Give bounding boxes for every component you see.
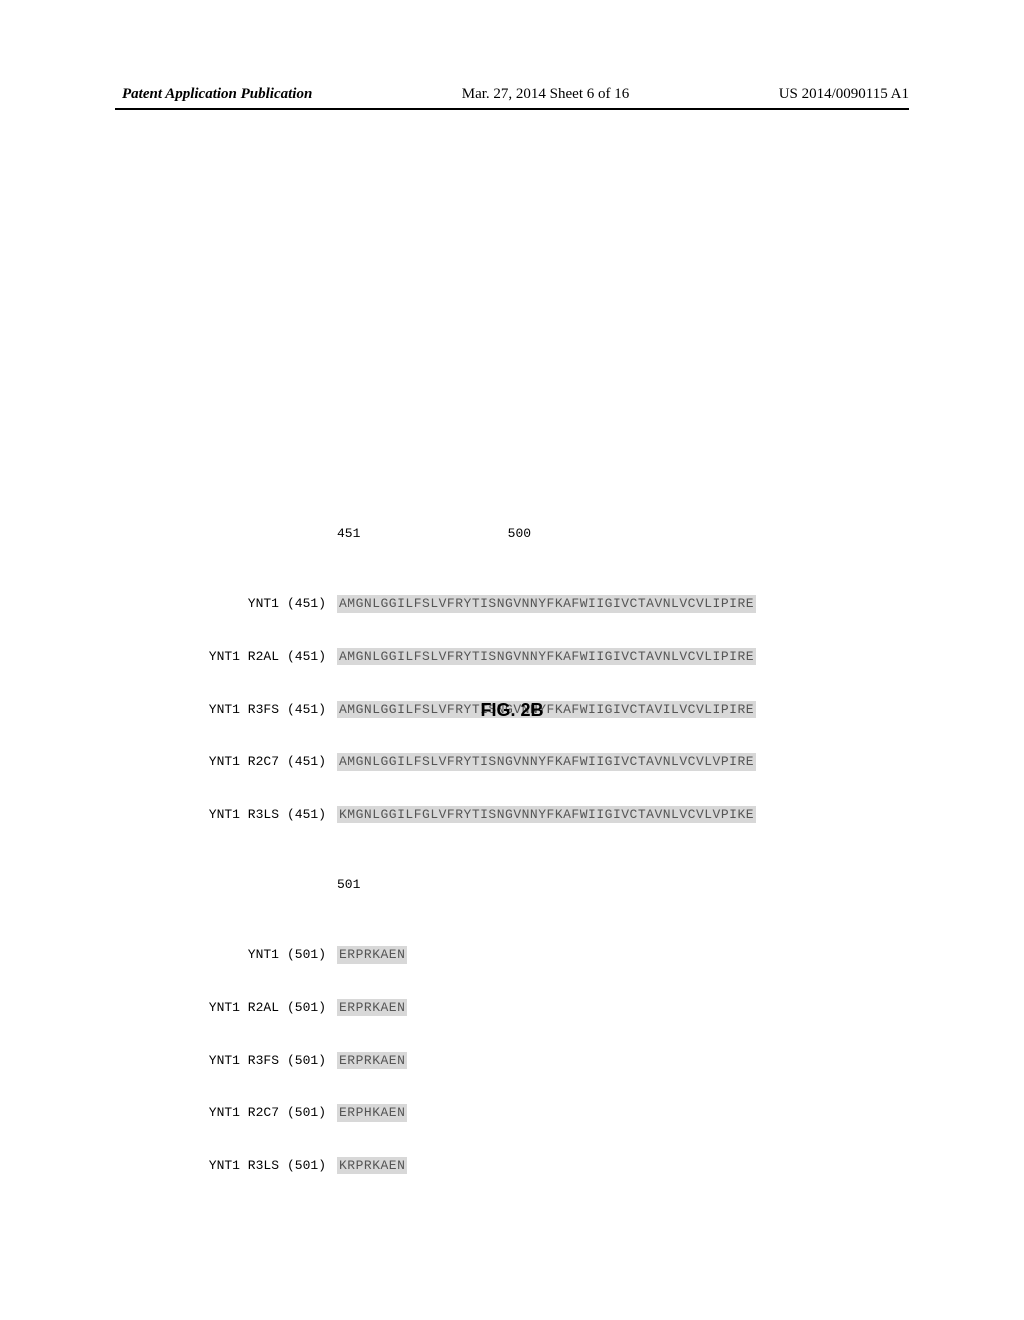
pos-start-1: 451 <box>337 525 387 543</box>
figure-label: FIG. 2B <box>0 700 1024 721</box>
alignment-row: YNT1 R2AL (451) AMGNLGGILFSLVFRYTISNGVNN… <box>167 648 756 666</box>
header-right: US 2014/0090115 A1 <box>779 86 909 103</box>
alignment-row: YNT1 R3LS (451) KMGNLGGILFGLVFRYTISNGVNN… <box>167 806 756 824</box>
alignment-row: YNT1 (501) ERPRKAEN <box>167 946 756 964</box>
alignment-row: YNT1 (451) AMGNLGGILFSLVFRYTISNGVNNYFKAF… <box>167 595 756 613</box>
alignment-position-header-1: 451 500 <box>167 525 756 543</box>
seq-label: YNT1 R2AL <box>167 648 287 666</box>
seq-pos: (501) <box>287 946 337 964</box>
alignment-row: YNT1 R3FS (501) ERPRKAEN <box>167 1052 756 1070</box>
seq-label: YNT1 R3FS <box>167 1052 287 1070</box>
seq-residues: ERPRKAEN <box>337 999 407 1017</box>
pos-end-1: 500 <box>387 525 756 543</box>
seq-residues: KRPRKAEN <box>337 1157 407 1175</box>
pos-start-2: 501 <box>337 876 387 894</box>
header-left: Patent Application Publication <box>122 86 312 103</box>
seq-pos: (451) <box>287 595 337 613</box>
seq-label: YNT1 <box>167 946 287 964</box>
alignment-row: YNT1 R2C7 (501) ERPHKAEN <box>167 1104 756 1122</box>
alignment-row: YNT1 R2C7 (451) AMGNLGGILFSLVFRYTISNGVNN… <box>167 753 756 771</box>
seq-residues: AMGNLGGILFSLVFRYTISNGVNNYFKAFWIIGIVCTAVN… <box>337 648 756 666</box>
seq-label: YNT1 <box>167 595 287 613</box>
header-border <box>115 108 909 110</box>
seq-pos: (501) <box>287 999 337 1017</box>
seq-label: YNT1 R2AL <box>167 999 287 1017</box>
sequence-alignment: 451 500 YNT1 (451) AMGNLGGILFSLVFRYTISNG… <box>167 490 756 1192</box>
alignment-row: YNT1 R2AL (501) ERPRKAEN <box>167 999 756 1017</box>
seq-residues: ERPRKAEN <box>337 1052 407 1070</box>
seq-residues: ERPRKAEN <box>337 946 407 964</box>
seq-pos: (501) <box>287 1104 337 1122</box>
seq-pos: (501) <box>287 1052 337 1070</box>
header-center: Mar. 27, 2014 Sheet 6 of 16 <box>462 86 629 103</box>
page-header: Patent Application Publication Mar. 27, … <box>0 86 1024 103</box>
seq-pos: (501) <box>287 1157 337 1175</box>
seq-label: YNT1 R2C7 <box>167 1104 287 1122</box>
seq-pos: (451) <box>287 648 337 666</box>
alignment-row: YNT1 R3LS (501) KRPRKAEN <box>167 1157 756 1175</box>
seq-residues: AMGNLGGILFSLVFRYTISNGVNNYFKAFWIIGIVCTAVN… <box>337 753 756 771</box>
alignment-position-header-2: 501 <box>167 876 756 894</box>
seq-label: YNT1 R2C7 <box>167 753 287 771</box>
seq-residues: KMGNLGGILFGLVFRYTISNGVNNYFKAFWIIGIVCTAVN… <box>337 806 756 824</box>
seq-pos: (451) <box>287 806 337 824</box>
seq-label: YNT1 R3LS <box>167 806 287 824</box>
seq-residues: AMGNLGGILFSLVFRYTISNGVNNYFKAFWIIGIVCTAVN… <box>337 595 756 613</box>
seq-residues: ERPHKAEN <box>337 1104 407 1122</box>
seq-label: YNT1 R3LS <box>167 1157 287 1175</box>
seq-pos: (451) <box>287 753 337 771</box>
